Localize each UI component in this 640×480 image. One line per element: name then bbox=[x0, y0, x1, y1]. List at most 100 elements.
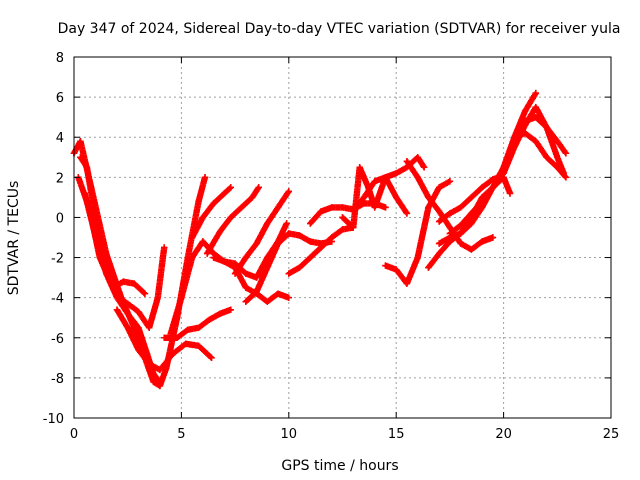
data-point bbox=[81, 190, 88, 197]
series-arc-5 bbox=[113, 306, 215, 374]
data-point bbox=[500, 170, 507, 177]
data-point bbox=[201, 174, 209, 181]
x-axis-label: GPS time / hours bbox=[281, 458, 398, 474]
data-point bbox=[446, 210, 454, 217]
data-point bbox=[339, 204, 346, 211]
data-point bbox=[285, 270, 292, 277]
data-point bbox=[199, 238, 207, 245]
data-point bbox=[130, 280, 138, 287]
data-marks bbox=[70, 89, 570, 390]
data-point bbox=[156, 366, 164, 374]
data-point bbox=[489, 184, 497, 191]
data-point bbox=[227, 184, 235, 191]
data-point bbox=[242, 298, 250, 305]
data-point bbox=[317, 244, 325, 251]
data-point bbox=[371, 178, 378, 185]
data-point bbox=[435, 240, 443, 247]
data-point bbox=[382, 174, 389, 181]
data-point bbox=[285, 188, 292, 195]
y-tick-label: 2 bbox=[56, 171, 64, 186]
data-point bbox=[420, 164, 428, 171]
y-tick-label: 4 bbox=[56, 131, 64, 146]
data-point bbox=[135, 346, 142, 354]
series-arc-21 bbox=[435, 174, 503, 225]
data-point bbox=[253, 240, 260, 247]
data-point bbox=[393, 266, 400, 273]
data-point bbox=[468, 210, 475, 217]
data-point bbox=[141, 290, 149, 297]
data-point bbox=[554, 154, 561, 161]
data-point bbox=[221, 190, 228, 197]
data-point bbox=[227, 306, 235, 313]
data-point bbox=[521, 130, 529, 137]
data-point bbox=[414, 174, 421, 181]
series-arc-11 bbox=[231, 188, 292, 277]
data-point bbox=[350, 224, 357, 231]
data-point bbox=[425, 204, 432, 211]
data-point bbox=[238, 204, 245, 211]
data-point bbox=[274, 290, 282, 297]
data-point bbox=[307, 254, 314, 261]
y-tick-label: -4 bbox=[51, 292, 64, 307]
data-point bbox=[562, 174, 570, 181]
data-point bbox=[195, 324, 202, 331]
series-arc-13 bbox=[285, 224, 357, 277]
data-point bbox=[253, 274, 260, 281]
data-point bbox=[156, 378, 164, 386]
data-point bbox=[242, 270, 250, 277]
series-arc-18 bbox=[403, 158, 497, 253]
data-point bbox=[161, 334, 168, 341]
data-point bbox=[124, 324, 131, 331]
data-point bbox=[264, 220, 271, 227]
series-arc-4 bbox=[81, 190, 168, 331]
data-point bbox=[489, 176, 497, 183]
data-point bbox=[167, 330, 174, 337]
data-point bbox=[511, 134, 518, 141]
data-point bbox=[521, 117, 529, 125]
grid bbox=[74, 57, 611, 418]
data-point bbox=[264, 264, 271, 271]
y-tick-label: -8 bbox=[51, 372, 64, 387]
data-point bbox=[532, 138, 540, 145]
data-point bbox=[77, 154, 84, 161]
series-arc-24 bbox=[511, 130, 570, 181]
data-point bbox=[161, 244, 168, 251]
data-point bbox=[98, 254, 106, 261]
data-point bbox=[231, 270, 239, 277]
data-point bbox=[135, 308, 142, 315]
data-point bbox=[339, 226, 346, 233]
y-tick-label: -10 bbox=[43, 412, 64, 427]
data-point bbox=[150, 378, 157, 386]
data-point bbox=[210, 200, 217, 207]
data-point bbox=[255, 184, 262, 191]
data-point bbox=[307, 238, 314, 245]
data-point bbox=[253, 288, 260, 295]
data-point bbox=[328, 204, 335, 211]
data-point bbox=[227, 214, 235, 221]
data-point bbox=[532, 103, 540, 111]
data-point bbox=[457, 204, 464, 211]
y-tick-label: -6 bbox=[51, 332, 64, 347]
data-point bbox=[393, 194, 400, 201]
y-tick-label: -2 bbox=[51, 252, 64, 267]
data-point bbox=[457, 240, 464, 247]
data-point bbox=[206, 316, 213, 323]
data-point bbox=[113, 306, 121, 313]
series-arc-23 bbox=[511, 113, 570, 157]
data-point bbox=[435, 250, 443, 257]
data-point bbox=[446, 178, 454, 185]
data-point bbox=[554, 164, 561, 171]
data-point bbox=[210, 254, 217, 261]
x-tick-label: 15 bbox=[388, 427, 405, 442]
data-point bbox=[221, 258, 228, 265]
data-point bbox=[382, 262, 389, 269]
data-point bbox=[154, 294, 161, 301]
data-point bbox=[360, 194, 368, 201]
series-arc-8 bbox=[188, 184, 235, 241]
data-point bbox=[446, 230, 454, 237]
data-point bbox=[242, 284, 250, 291]
data-point bbox=[554, 138, 561, 145]
data-point bbox=[435, 218, 443, 225]
data-point bbox=[203, 250, 211, 257]
data-point bbox=[543, 123, 550, 131]
